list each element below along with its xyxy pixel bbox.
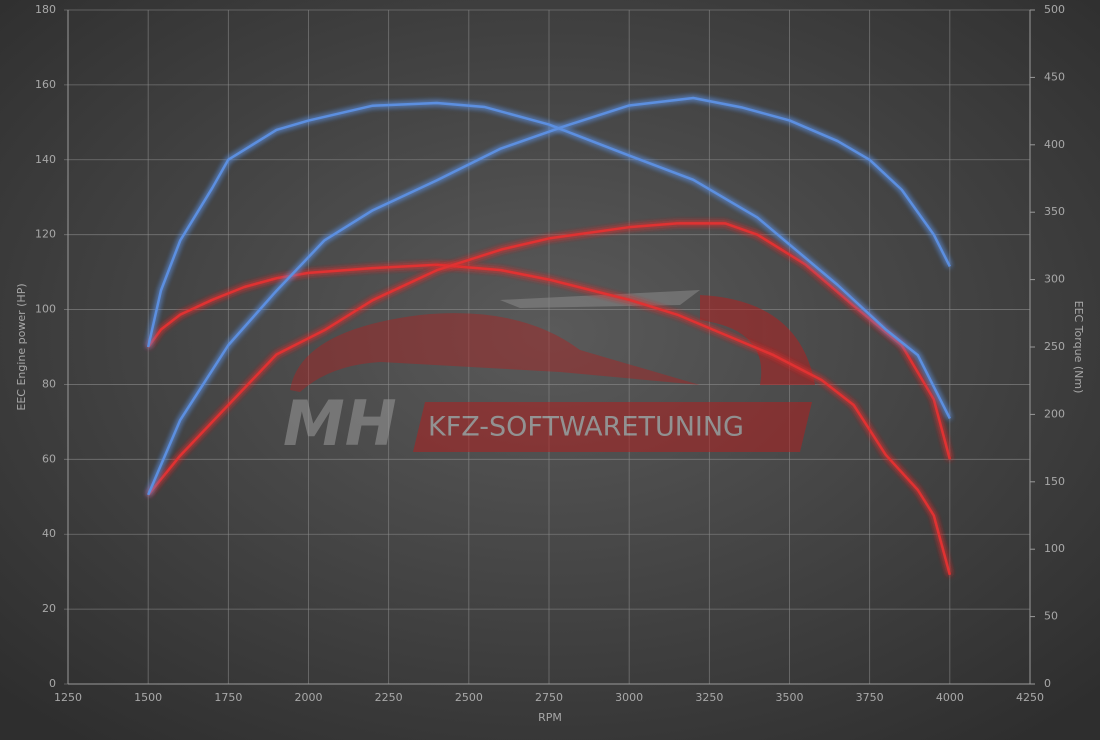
x-tick-label: 3500 — [776, 691, 804, 704]
y-tick-label: 180 — [35, 3, 56, 16]
y-tick-label: 20 — [42, 602, 56, 615]
x-tick-label: 1750 — [214, 691, 242, 704]
y2-tick-label: 350 — [1044, 205, 1065, 218]
x-tick-label: 3750 — [856, 691, 884, 704]
y2-tick-label: 100 — [1044, 542, 1065, 555]
x-tick-label: 4250 — [1016, 691, 1044, 704]
x-tick-label: 3250 — [695, 691, 723, 704]
y-tick-label: 0 — [49, 677, 56, 690]
car-roof — [500, 290, 700, 308]
x-axis-label: RPM — [538, 711, 562, 724]
y-tick-label: 120 — [35, 228, 56, 241]
y-tick-label: 100 — [35, 303, 56, 316]
watermark: MH KFZ-SOFTWARETUNING — [283, 290, 815, 460]
logo: MH — [283, 387, 397, 460]
x-tick-label: 3000 — [615, 691, 643, 704]
banner — [413, 402, 812, 452]
y2-tick-label: 150 — [1044, 475, 1065, 488]
car-shape — [290, 313, 700, 392]
series-line — [147, 263, 952, 576]
y-tick-label: 40 — [42, 527, 56, 540]
y2-tick-label: 0 — [1044, 677, 1051, 690]
x-tick-label: 2500 — [455, 691, 483, 704]
y2-tick-label: 250 — [1044, 340, 1065, 353]
series-line — [146, 101, 951, 420]
x-tick-label: 2250 — [375, 691, 403, 704]
x-tick-label: 1250 — [54, 691, 82, 704]
y2-tick-label: 200 — [1044, 407, 1065, 420]
x-tick-label: 4000 — [936, 691, 964, 704]
y2-tick-label: 300 — [1044, 273, 1065, 286]
y2-tick-label: 400 — [1044, 138, 1065, 151]
y2-axis-label: EEC Torque (Nm) — [1072, 301, 1085, 394]
x-tick-label: 2750 — [535, 691, 563, 704]
x-tick-label: 2000 — [295, 691, 323, 704]
y-axis-label: EEC Engine power (HP) — [15, 283, 28, 410]
x-tick-label: 1500 — [134, 691, 162, 704]
y-tick-label: 160 — [35, 78, 56, 91]
series-line — [147, 222, 952, 496]
y2-tick-label: 50 — [1044, 610, 1058, 623]
y2-tick-label: 450 — [1044, 70, 1065, 83]
y-tick-label: 140 — [35, 153, 56, 166]
y-tick-label: 60 — [42, 452, 56, 465]
series-line — [147, 96, 951, 496]
y-tick-label: 80 — [42, 377, 56, 390]
logo-text: KFZ-SOFTWARETUNING — [428, 412, 744, 443]
y2-tick-label: 500 — [1044, 3, 1065, 16]
